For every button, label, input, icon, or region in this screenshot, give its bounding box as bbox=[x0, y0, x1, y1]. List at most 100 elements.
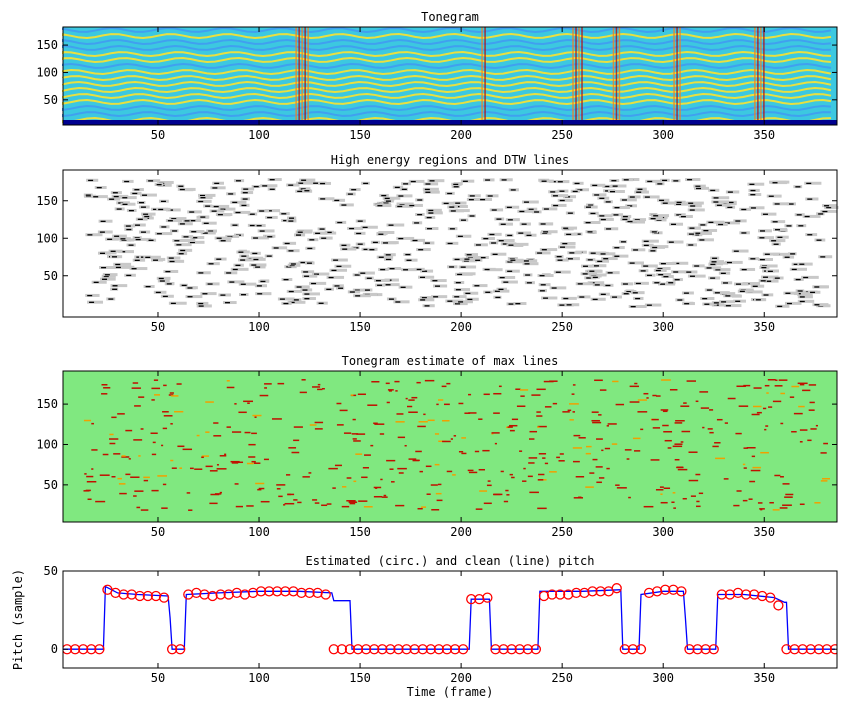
heatmap-dash bbox=[209, 470, 218, 472]
heatmap-dash bbox=[604, 185, 610, 188]
heatmap-dash bbox=[452, 295, 467, 299]
heatmap-dash bbox=[153, 259, 159, 261]
heatmap-dash bbox=[401, 268, 417, 272]
heatmap-dash bbox=[719, 300, 736, 304]
y-tick-label: 0 bbox=[51, 642, 58, 656]
heatmap-dash bbox=[529, 430, 538, 433]
heatmap-dash bbox=[84, 473, 87, 475]
heatmap-dash bbox=[300, 188, 306, 190]
heatmap-dash bbox=[130, 476, 140, 478]
heatmap-dash bbox=[262, 185, 268, 187]
heatmap-dash bbox=[774, 203, 780, 205]
marker bbox=[175, 644, 186, 655]
heatmap-dash bbox=[759, 508, 765, 510]
heatmap-dash bbox=[575, 233, 581, 235]
heatmap-dash bbox=[226, 426, 231, 428]
heatmap-dash bbox=[145, 256, 151, 259]
heatmap-dash bbox=[475, 508, 483, 510]
heatmap-dash bbox=[480, 256, 486, 259]
heatmap-dash bbox=[474, 285, 480, 287]
heatmap-dash bbox=[436, 403, 439, 406]
heatmap-dash bbox=[714, 203, 731, 207]
heatmap-dash bbox=[464, 412, 471, 414]
heatmap-dash bbox=[370, 444, 374, 447]
heatmap-dash bbox=[151, 453, 157, 456]
heatmap-dash bbox=[528, 457, 538, 459]
heatmap-dash bbox=[326, 288, 332, 291]
heatmap-dash bbox=[630, 305, 636, 308]
heatmap-dash bbox=[264, 383, 272, 385]
heatmap-dash bbox=[145, 285, 151, 288]
heatmap-dash bbox=[247, 402, 250, 404]
marker bbox=[732, 587, 744, 599]
heatmap-dash bbox=[165, 270, 171, 273]
heatmap-dash bbox=[148, 180, 154, 182]
x-tick-label: 250 bbox=[551, 525, 573, 539]
heatmap-dash bbox=[814, 286, 820, 288]
heatmap-dash bbox=[799, 429, 808, 431]
heatmap-dash bbox=[688, 233, 694, 235]
heatmap-dash bbox=[559, 190, 565, 192]
heatmap-dash bbox=[566, 233, 572, 236]
heatmap-dash bbox=[377, 284, 383, 286]
heatmap-dash bbox=[489, 233, 495, 236]
heatmap-dash bbox=[602, 184, 618, 188]
heatmap-dash bbox=[681, 430, 691, 433]
heatmap-dash bbox=[510, 259, 516, 261]
heatmap-dash bbox=[762, 407, 767, 410]
heatmap-dash bbox=[760, 280, 766, 282]
heatmap-dash bbox=[373, 495, 383, 498]
marker bbox=[506, 644, 517, 655]
heatmap-dash bbox=[120, 196, 137, 200]
heatmap-dash bbox=[186, 492, 191, 494]
heatmap-dash bbox=[209, 209, 225, 213]
heatmap-dash bbox=[85, 194, 91, 196]
heatmap-dash bbox=[133, 495, 137, 497]
heatmap-dash bbox=[334, 285, 340, 287]
heatmap-dash bbox=[430, 484, 438, 486]
heatmap-dash bbox=[727, 397, 736, 400]
heatmap-dash bbox=[742, 282, 760, 286]
heatmap-dash bbox=[283, 278, 289, 281]
heatmap-dash bbox=[166, 283, 172, 285]
heatmap-dash bbox=[255, 292, 272, 296]
heatmap-dash bbox=[643, 505, 654, 508]
heatmap-dash bbox=[784, 256, 790, 258]
heatmap-dash bbox=[108, 298, 114, 300]
marker bbox=[635, 644, 647, 655]
heatmap-dash bbox=[509, 473, 513, 476]
heatmap-dash bbox=[463, 260, 469, 262]
heatmap-dash bbox=[760, 275, 779, 279]
marker bbox=[522, 644, 533, 655]
marker bbox=[716, 589, 727, 600]
heatmap-dash bbox=[760, 230, 766, 232]
heatmap-dash bbox=[592, 193, 607, 197]
heatmap-dash bbox=[196, 271, 211, 275]
heatmap-dash bbox=[449, 228, 455, 230]
heatmap-dash bbox=[85, 233, 103, 237]
heatmap-dash bbox=[395, 390, 398, 392]
heatmap-dash bbox=[444, 403, 450, 406]
heatmap-dash bbox=[234, 483, 239, 485]
heatmap-dash bbox=[759, 237, 765, 239]
heatmap-dash bbox=[700, 407, 710, 409]
marker bbox=[158, 592, 170, 603]
heatmap-dash bbox=[152, 208, 158, 211]
y-tick-label: 150 bbox=[36, 397, 58, 411]
x-tick-label: 250 bbox=[551, 320, 573, 334]
heatmap-dash bbox=[367, 404, 378, 406]
heatmap-dash bbox=[217, 213, 223, 216]
heatmap-dash bbox=[215, 212, 233, 216]
subplot-title: Tonegram bbox=[421, 10, 479, 24]
heatmap-dash bbox=[326, 231, 332, 234]
heatmap-dash bbox=[768, 406, 773, 408]
heatmap-dash bbox=[465, 255, 481, 259]
heatmap-dash bbox=[91, 468, 94, 470]
heatmap-dash bbox=[656, 395, 661, 397]
heatmap-dash bbox=[575, 475, 585, 478]
heatmap-dash bbox=[293, 426, 303, 428]
heatmap-dash bbox=[673, 180, 679, 182]
heatmap-dash bbox=[109, 442, 116, 445]
heatmap-dash bbox=[592, 184, 598, 187]
heatmap-dash bbox=[277, 297, 295, 301]
